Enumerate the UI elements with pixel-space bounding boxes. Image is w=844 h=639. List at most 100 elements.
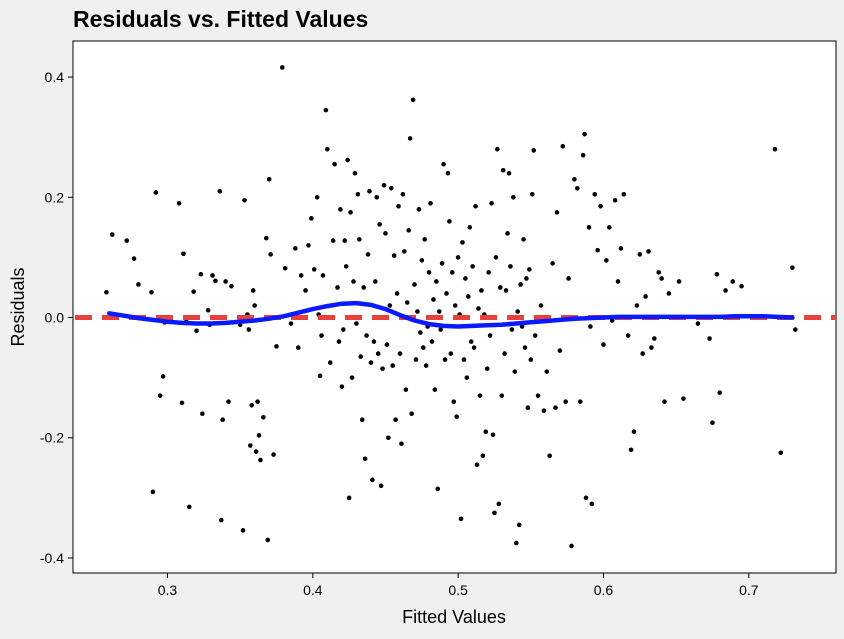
data-point bbox=[625, 333, 631, 338]
data-point bbox=[598, 204, 603, 209]
data-point bbox=[200, 411, 205, 417]
data-point bbox=[348, 210, 353, 215]
data-point bbox=[628, 447, 634, 453]
data-point bbox=[397, 351, 403, 356]
data-point bbox=[279, 65, 285, 70]
data-point bbox=[415, 309, 420, 314]
data-point bbox=[388, 185, 394, 191]
x-tick-label: 0.6 bbox=[594, 582, 614, 598]
chart-title: Residuals vs. Fitted Values bbox=[73, 6, 368, 32]
data-point bbox=[442, 357, 448, 362]
data-point bbox=[309, 216, 314, 221]
data-point bbox=[336, 339, 342, 344]
data-point bbox=[338, 207, 343, 212]
data-point bbox=[311, 267, 317, 272]
data-point bbox=[359, 417, 365, 423]
x-tick-label: 0.7 bbox=[739, 582, 759, 598]
data-point bbox=[303, 288, 308, 293]
data-point bbox=[448, 351, 454, 356]
data-point bbox=[681, 396, 686, 401]
data-point bbox=[500, 167, 506, 173]
x-tick-label: 0.3 bbox=[158, 582, 178, 598]
data-point bbox=[512, 369, 518, 374]
data-point bbox=[246, 327, 252, 332]
data-point bbox=[226, 399, 231, 404]
data-point bbox=[455, 255, 461, 260]
data-point bbox=[400, 191, 406, 197]
data-points bbox=[104, 65, 798, 549]
data-point bbox=[640, 351, 646, 356]
data-point bbox=[380, 366, 385, 371]
data-point bbox=[492, 510, 497, 516]
data-point bbox=[298, 273, 304, 278]
data-point bbox=[354, 321, 359, 326]
data-point bbox=[710, 420, 715, 426]
data-point bbox=[466, 294, 471, 299]
data-point bbox=[473, 204, 478, 209]
data-point bbox=[553, 405, 558, 410]
data-point bbox=[538, 303, 544, 308]
data-point bbox=[569, 543, 574, 549]
data-point bbox=[532, 333, 538, 338]
data-point bbox=[384, 342, 390, 347]
data-point bbox=[436, 309, 442, 314]
y-tick-label: 0.4 bbox=[45, 69, 65, 85]
data-point bbox=[438, 327, 443, 332]
data-point bbox=[511, 194, 516, 200]
data-point bbox=[386, 435, 391, 441]
data-point bbox=[295, 345, 301, 350]
data-point bbox=[181, 251, 186, 257]
data-point bbox=[371, 339, 377, 344]
data-point bbox=[519, 324, 525, 329]
data-point bbox=[217, 188, 223, 194]
data-point bbox=[505, 231, 510, 236]
data-point bbox=[410, 97, 416, 103]
data-point bbox=[524, 276, 529, 281]
data-point bbox=[364, 333, 369, 338]
data-point bbox=[317, 373, 323, 379]
data-point bbox=[649, 345, 654, 350]
data-point bbox=[707, 336, 712, 341]
data-point bbox=[325, 146, 330, 152]
data-point bbox=[381, 182, 387, 188]
data-point bbox=[250, 288, 256, 293]
data-point bbox=[468, 339, 474, 344]
data-point bbox=[461, 357, 467, 362]
data-point bbox=[419, 258, 425, 263]
data-point bbox=[582, 131, 587, 137]
data-point bbox=[527, 267, 532, 272]
data-point bbox=[365, 252, 371, 257]
data-point bbox=[496, 501, 502, 507]
data-point bbox=[612, 197, 618, 203]
x-tick-label: 0.4 bbox=[303, 582, 323, 598]
data-point bbox=[479, 288, 484, 293]
smooth-line-group bbox=[107, 300, 795, 329]
y-tick-label: -0.2 bbox=[40, 430, 64, 446]
data-point bbox=[515, 309, 521, 314]
data-point bbox=[256, 433, 262, 438]
data-point bbox=[477, 393, 483, 398]
data-point bbox=[513, 540, 519, 546]
data-point bbox=[589, 501, 595, 507]
data-point bbox=[467, 225, 473, 230]
data-point bbox=[723, 288, 728, 293]
data-point bbox=[268, 252, 273, 257]
data-point bbox=[793, 327, 798, 332]
data-point bbox=[240, 528, 246, 533]
data-point bbox=[577, 399, 583, 404]
data-point bbox=[634, 303, 640, 308]
data-point bbox=[435, 486, 441, 492]
data-point bbox=[418, 330, 423, 335]
data-point bbox=[432, 387, 438, 392]
data-point bbox=[205, 308, 211, 313]
data-point bbox=[483, 429, 489, 435]
data-point bbox=[503, 288, 509, 293]
data-point bbox=[595, 247, 600, 253]
data-point bbox=[320, 273, 326, 278]
data-point bbox=[370, 477, 375, 483]
data-point bbox=[248, 443, 253, 448]
data-point bbox=[249, 402, 255, 408]
data-point bbox=[790, 265, 795, 270]
x-axis: 0.3 0.4 0.5 0.6 0.7 bbox=[158, 573, 759, 598]
data-point bbox=[352, 170, 358, 176]
